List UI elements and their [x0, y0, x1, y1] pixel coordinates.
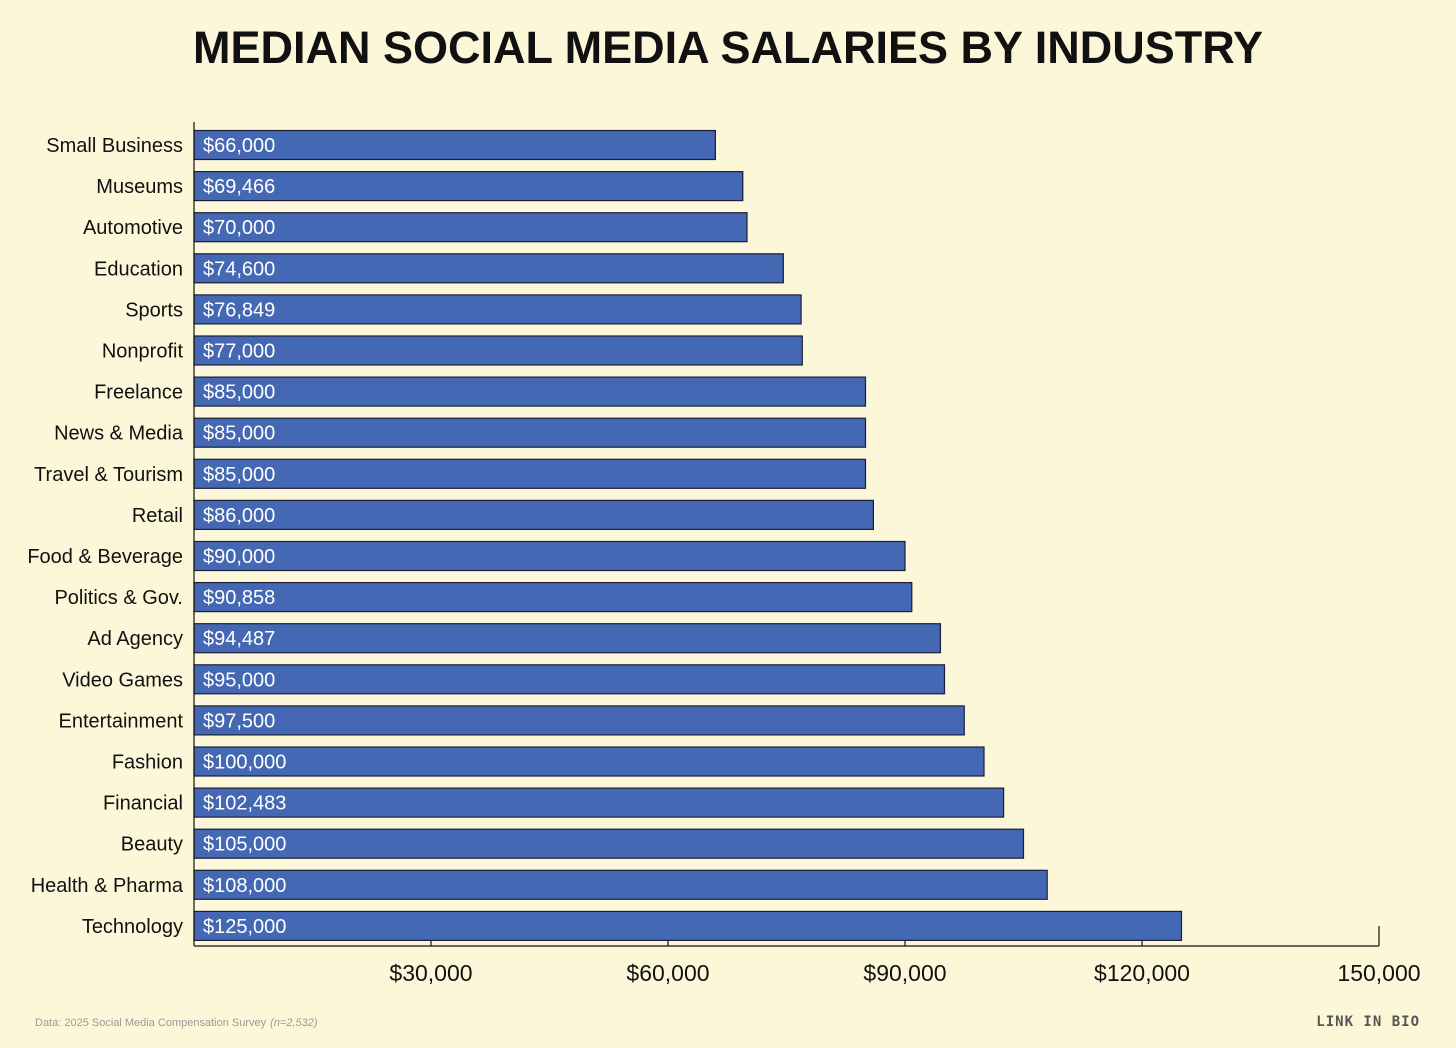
category-label: Financial	[103, 793, 183, 815]
category-label: Freelance	[94, 382, 183, 404]
bar-value-label: $90,000	[203, 546, 275, 568]
bar	[193, 129, 717, 161]
category-label: Video Games	[62, 669, 183, 691]
x-tick-label: $60,000	[626, 960, 709, 986]
bar-value-label: $85,000	[203, 464, 275, 486]
bar-value-label: $66,000	[203, 135, 275, 157]
bar	[193, 540, 906, 572]
bar-value-label: $95,000	[203, 669, 275, 691]
x-tick-label: $90,000	[863, 960, 946, 986]
sample-size: (n=2,532)	[270, 1017, 318, 1029]
category-label: Food & Beverage	[27, 546, 183, 568]
brand-logo: LINK IN BIO	[1316, 1014, 1420, 1030]
bar-value-label: $85,000	[203, 382, 275, 404]
category-label: Travel & Tourism	[34, 464, 183, 486]
bar-value-label: $69,466	[203, 176, 275, 198]
bar	[193, 458, 867, 489]
bar-value-label: $76,849	[203, 299, 275, 321]
bar	[193, 376, 867, 407]
category-label: Ad Agency	[87, 628, 183, 650]
category-label: Beauty	[121, 834, 183, 856]
bar	[193, 212, 748, 243]
bar	[193, 910, 1183, 942]
bar-value-label: $70,000	[203, 217, 275, 239]
bar	[193, 253, 784, 284]
bar	[193, 746, 985, 777]
category-label: Fashion	[112, 752, 183, 774]
x-tick-label: $30,000	[389, 960, 472, 986]
bar	[193, 664, 946, 695]
bar-value-label: $90,858	[203, 587, 275, 609]
bar	[193, 294, 802, 325]
bar-value-label: $105,000	[203, 834, 286, 856]
bar-value-label: $102,483	[203, 793, 286, 815]
x-tick-label: $120,000	[1094, 960, 1190, 986]
bar-value-label: $100,000	[203, 752, 286, 774]
category-label: Nonprofit	[102, 341, 184, 363]
bar	[193, 417, 867, 448]
bar	[193, 499, 875, 530]
bar	[193, 623, 942, 654]
category-label: Retail	[132, 505, 183, 527]
category-label: Education	[94, 258, 183, 280]
bar-value-label: $94,487	[203, 628, 275, 650]
bar-value-label: $86,000	[203, 505, 275, 527]
bar-value-label: $125,000	[203, 916, 286, 938]
category-label: Health & Pharma	[31, 875, 184, 897]
category-label: News & Media	[54, 423, 184, 445]
category-label: Small Business	[46, 135, 183, 157]
bar	[193, 581, 913, 613]
bar-value-label: $77,000	[203, 341, 275, 363]
bar	[193, 787, 1005, 818]
bar-value-label: $108,000	[203, 875, 286, 897]
category-label: Sports	[125, 299, 183, 321]
bar	[193, 335, 803, 366]
chart-title: MEDIAN SOCIAL MEDIA SALARIES BY INDUSTRY	[192, 22, 1264, 73]
category-label: Museums	[96, 176, 183, 198]
source-note: Data: 2025 Social Media Compensation Sur…	[35, 1017, 318, 1029]
bar-value-label: $97,500	[203, 710, 275, 732]
bar	[193, 705, 965, 736]
category-label: Entertainment	[58, 710, 183, 732]
source-text: Data: 2025 Social Media Compensation Sur…	[35, 1017, 267, 1029]
bar-value-label: $74,600	[203, 258, 275, 280]
category-label: Politics & Gov.	[54, 587, 183, 609]
bar	[193, 828, 1025, 859]
bar-value-label: $85,000	[203, 423, 275, 445]
x-tick-label: 150,000	[1337, 960, 1420, 986]
category-label: Technology	[82, 916, 183, 938]
bar	[193, 171, 744, 202]
bar	[193, 869, 1048, 900]
category-label: Automotive	[83, 217, 183, 239]
